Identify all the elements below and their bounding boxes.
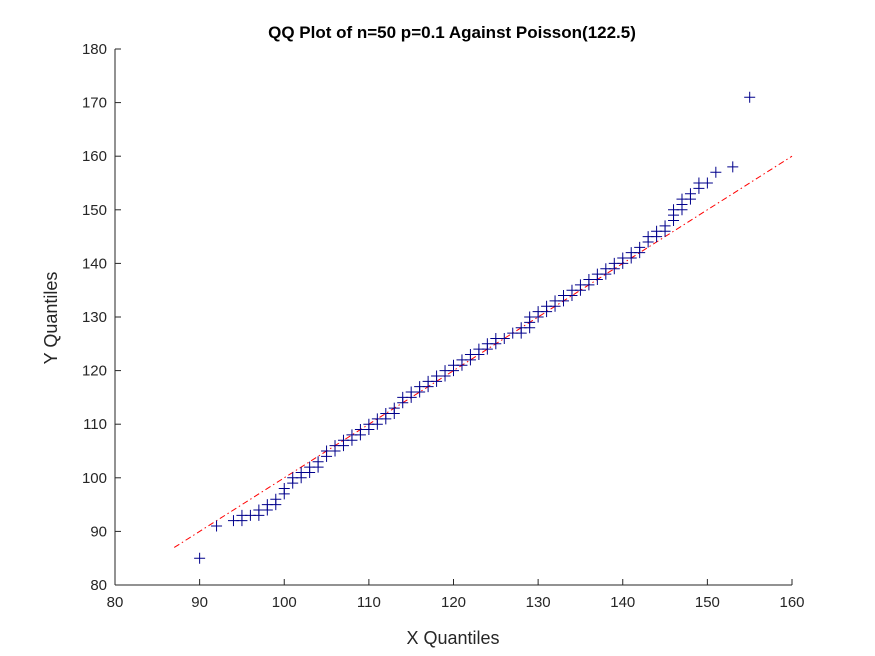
y-tick-label: 120: [82, 363, 107, 380]
y-axis-label: Y Quantiles: [41, 272, 61, 365]
y-tick-label: 150: [82, 202, 107, 219]
data-point: [270, 493, 282, 505]
data-point: [659, 220, 671, 232]
x-axis-label: X Quantiles: [406, 628, 499, 648]
plot-area: 80 90 100 110 120 130 140 150 160 80 90 100 110 120 1…: [82, 41, 805, 611]
y-tick-label: 180: [82, 41, 107, 58]
data-point: [388, 402, 400, 414]
y-tick-label: 80: [90, 577, 107, 594]
data-point: [194, 552, 206, 564]
data-point: [634, 241, 646, 253]
data-point: [278, 483, 290, 495]
data-point: [498, 332, 510, 344]
reference-line: [173, 155, 793, 548]
x-tick-label: 120: [441, 594, 466, 611]
y-tick-label: 130: [82, 309, 107, 326]
data-point: [312, 456, 324, 468]
data-point: [684, 188, 696, 200]
data-points: [194, 91, 756, 564]
y-tick-label: 110: [83, 416, 107, 433]
chart-title: QQ Plot of n=50 p=0.1 Against Poisson(12…: [268, 23, 636, 42]
x-tick-label: 110: [357, 594, 381, 611]
x-axis-ticks: 80 90 100 110 120 130 140 150 160: [107, 579, 805, 611]
y-tick-label: 140: [82, 255, 107, 272]
x-tick-label: 160: [779, 594, 804, 611]
y-tick-label: 170: [82, 95, 107, 112]
data-point: [727, 161, 739, 173]
y-tick-label: 90: [90, 523, 107, 540]
y-tick-label: 100: [82, 470, 107, 487]
y-axis-ticks: 80 90 100 110 120 130 140 150 160 170 180: [82, 41, 121, 594]
data-point: [744, 91, 756, 103]
reference-line-group: [173, 155, 793, 548]
y-tick-label: 160: [82, 148, 107, 165]
x-tick-label: 150: [695, 594, 720, 611]
x-tick-label: 130: [526, 594, 551, 611]
x-tick-label: 140: [610, 594, 635, 611]
x-tick-label: 100: [272, 594, 297, 611]
x-tick-label: 80: [107, 594, 124, 611]
data-point: [710, 166, 722, 178]
data-point: [211, 520, 223, 532]
data-point: [701, 177, 713, 189]
x-tick-label: 90: [191, 594, 208, 611]
